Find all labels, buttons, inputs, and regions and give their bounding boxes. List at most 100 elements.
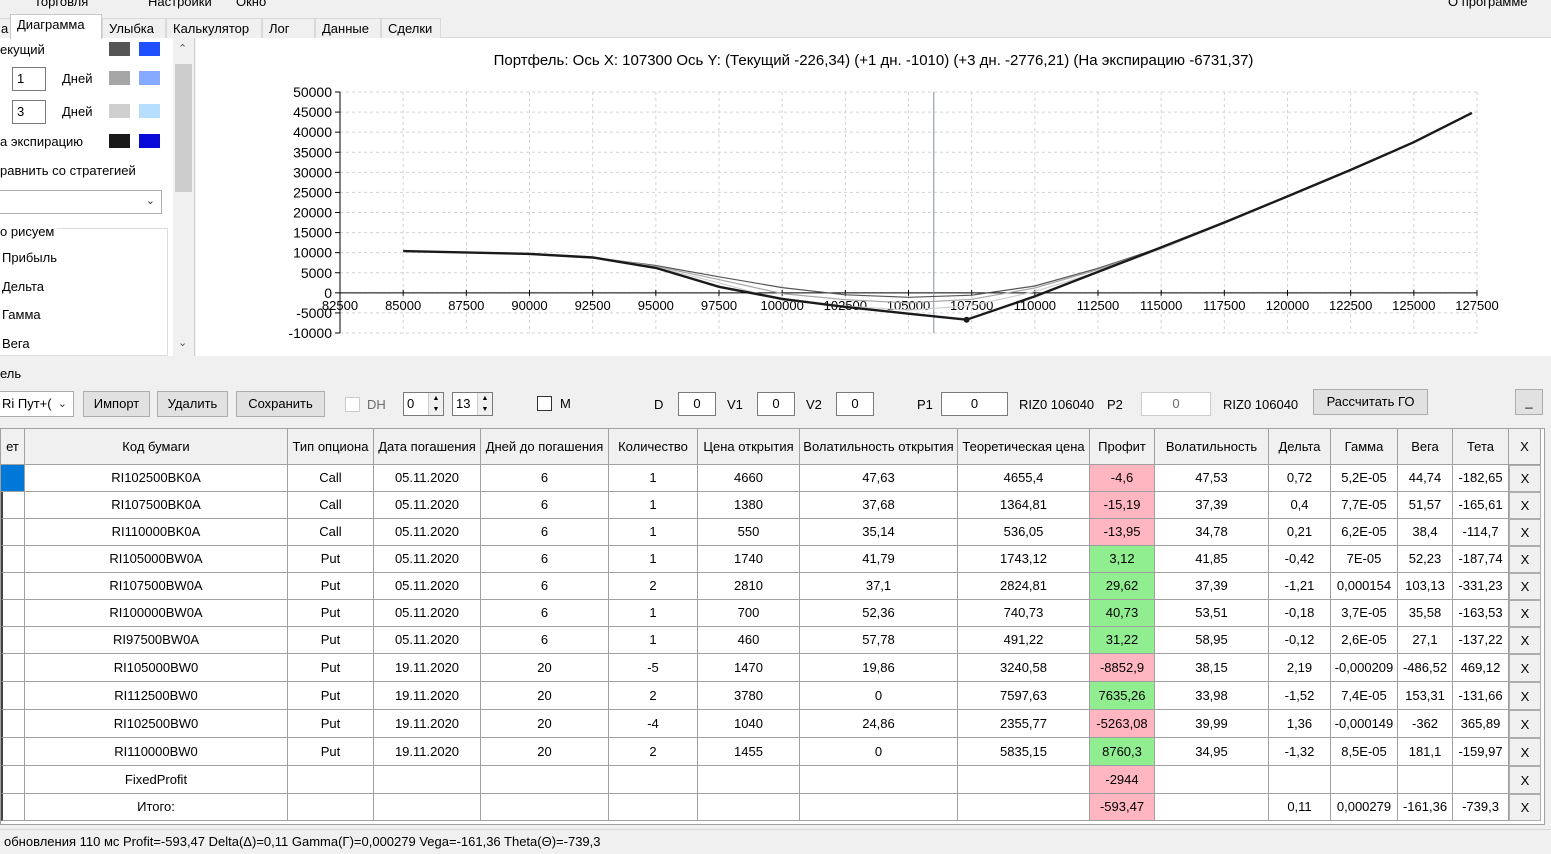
delete-button[interactable]: Удалить xyxy=(157,391,228,417)
cell-profit: 29,62 xyxy=(1090,573,1155,600)
spin-up-icon[interactable]: ▲ xyxy=(477,393,492,404)
dh-spin-2[interactable]: 13 ▲ ▼ xyxy=(452,392,493,416)
cell-row-marker[interactable] xyxy=(1,738,25,766)
tab-data[interactable]: Данные xyxy=(315,18,381,38)
cell-row-marker[interactable] xyxy=(1,546,25,573)
remove-row-button[interactable]: X xyxy=(1509,710,1541,738)
color-swatch-current-a[interactable] xyxy=(109,42,130,56)
cell-security-code: RI102500BW0 xyxy=(25,710,288,738)
draw-item-delta[interactable]: Дельта xyxy=(2,279,44,294)
color-swatch-expiry-b[interactable] xyxy=(139,134,160,148)
compare-strategy-select[interactable]: ⌄ xyxy=(0,190,162,214)
color-swatch-days1-a[interactable] xyxy=(109,71,130,85)
menu-item-settings[interactable]: Настройки xyxy=(148,0,212,9)
cell-row-marker[interactable] xyxy=(1,710,25,738)
spin-down-icon[interactable]: ▼ xyxy=(428,404,443,415)
remove-row-button[interactable]: X xyxy=(1509,682,1541,710)
cell-row-marker[interactable] xyxy=(1,682,25,710)
calculate-margin-button[interactable]: Рассчитать ГО xyxy=(1313,389,1428,415)
v2-input[interactable]: 0 xyxy=(836,392,874,416)
menu-item-trading[interactable]: Торговля xyxy=(34,0,89,9)
dh-checkbox[interactable] xyxy=(345,397,360,412)
spin-down-icon[interactable]: ▼ xyxy=(477,404,492,415)
splitter[interactable] xyxy=(0,356,1551,364)
header-vega[interactable]: Вега xyxy=(1398,429,1453,465)
scroll-down-icon[interactable]: ⌄ xyxy=(178,337,188,349)
draw-item-profit[interactable]: Прибыль xyxy=(2,250,57,265)
p1-input[interactable]: 0 xyxy=(941,392,1008,416)
days1-input[interactable]: 1 xyxy=(12,67,46,91)
scroll-up-icon[interactable]: ⌃ xyxy=(178,43,188,55)
tab-smile[interactable]: Улыбка xyxy=(102,18,166,38)
header-remove[interactable]: X xyxy=(1509,429,1541,465)
scrollbar-thumb[interactable] xyxy=(175,64,192,192)
cell-row-marker[interactable] xyxy=(1,573,25,600)
cell-row-marker[interactable] xyxy=(1,766,25,794)
remove-row-button[interactable]: X xyxy=(1509,794,1541,821)
days2-input[interactable]: 3 xyxy=(12,100,46,124)
strategy-select[interactable]: Ri Пут+( ⌄ xyxy=(0,391,74,417)
remove-row-button[interactable]: X xyxy=(1509,573,1541,600)
header-delta[interactable]: Дельта xyxy=(1269,429,1331,465)
cell-row-marker[interactable] xyxy=(1,519,25,546)
import-button[interactable]: Импорт xyxy=(83,391,150,417)
header-option-type[interactable]: Тип опциона xyxy=(288,429,374,465)
p2-input[interactable]: 0 xyxy=(1141,392,1211,416)
header-theoretical-price[interactable]: Теоретическая цена xyxy=(958,429,1090,465)
tab-diagram[interactable]: Диаграмма xyxy=(10,14,102,39)
remove-row-button[interactable]: X xyxy=(1509,546,1541,573)
cell-row-marker[interactable] xyxy=(1,627,25,654)
remove-row-button[interactable]: X xyxy=(1509,519,1541,546)
color-swatch-current-b[interactable] xyxy=(139,42,160,56)
cell-open-price: 1455 xyxy=(698,738,800,766)
header-volatility[interactable]: Волатильность xyxy=(1155,429,1269,465)
cell-row-marker[interactable] xyxy=(1,465,25,492)
spin-up-icon[interactable]: ▲ xyxy=(428,393,443,404)
cell-quantity: 1 xyxy=(609,600,698,627)
header-theta[interactable]: Тета xyxy=(1453,429,1509,465)
menu-item-window[interactable]: Окно xyxy=(236,0,267,9)
color-swatch-days3-a[interactable] xyxy=(109,104,130,118)
remove-row-button[interactable]: X xyxy=(1509,600,1541,627)
header-open-price[interactable]: Цена открытия xyxy=(698,429,800,465)
dh-spin-1[interactable]: 0 ▲ ▼ xyxy=(403,392,444,416)
tab-calculator[interactable]: Калькулятор xyxy=(166,18,262,38)
cell-row-marker[interactable] xyxy=(1,654,25,682)
left-panel-scrollbar[interactable]: ⌃ ⌄ xyxy=(173,38,194,356)
cell-row-marker[interactable] xyxy=(1,794,25,821)
color-swatch-days1-b[interactable] xyxy=(139,71,160,85)
remove-row-button[interactable]: X xyxy=(1509,766,1541,794)
minimize-button[interactable]: _ xyxy=(1515,389,1543,415)
remove-row-button[interactable]: X xyxy=(1509,627,1541,654)
header-profit[interactable]: Профит xyxy=(1090,429,1155,465)
header-quantity[interactable]: Количество xyxy=(609,429,698,465)
cell-quantity: 2 xyxy=(609,738,698,766)
draw-item-vega[interactable]: Вега xyxy=(2,336,30,351)
cell-row-marker[interactable] xyxy=(1,600,25,627)
draw-item-gamma[interactable]: Гамма xyxy=(2,307,41,322)
remove-row-button[interactable]: X xyxy=(1509,465,1541,492)
header-gamma[interactable]: Гамма xyxy=(1331,429,1398,465)
d-input[interactable]: 0 xyxy=(678,392,716,416)
remove-row-button[interactable]: X xyxy=(1509,654,1541,682)
remove-row-button[interactable]: X xyxy=(1509,738,1541,766)
save-button[interactable]: Сохранить xyxy=(236,391,325,417)
header-days-to-expiry[interactable]: Дней до погашения xyxy=(481,429,609,465)
v1-input[interactable]: 0 xyxy=(757,392,795,416)
cell-quantity: 2 xyxy=(609,682,698,710)
tab-log[interactable]: Лог xyxy=(262,18,315,38)
menu-item-about[interactable]: О программе xyxy=(1448,0,1528,9)
header-row-marker[interactable]: ет xyxy=(1,429,25,465)
color-swatch-expiry-a[interactable] xyxy=(109,134,130,148)
tab-deals[interactable]: Сделки xyxy=(381,18,441,38)
m-checkbox[interactable] xyxy=(537,396,552,411)
cell-row-marker[interactable] xyxy=(1,492,25,519)
remove-row-button[interactable]: X xyxy=(1509,492,1541,519)
header-expiry-date[interactable]: Дата погашения xyxy=(374,429,481,465)
header-security-code[interactable]: Код бумаги xyxy=(25,429,288,465)
header-open-volatility[interactable]: Волатильность открытия xyxy=(800,429,958,465)
cell-vega: 51,57 xyxy=(1398,492,1453,519)
color-swatch-days3-b[interactable] xyxy=(139,104,160,118)
cell-vega: 153,31 xyxy=(1398,682,1453,710)
cell-gamma: -0,000149 xyxy=(1331,710,1398,738)
